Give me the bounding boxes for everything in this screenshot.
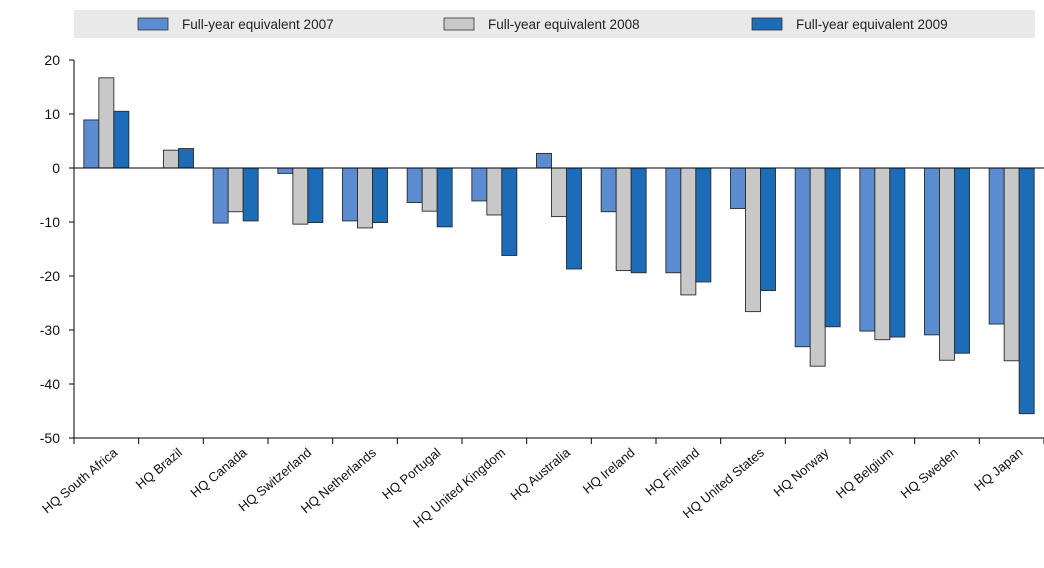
legend: Full-year equivalent 2007 Full-year equiv… <box>74 10 1035 38</box>
x-tick-label: HQ South Africa <box>39 444 121 516</box>
bar-2-hq-norway <box>809 167 826 367</box>
legend-label-1: Full-year equivalent 2007 <box>182 17 334 32</box>
bar-2-hq-netherlands <box>357 167 373 229</box>
legend-swatch-3 <box>751 17 783 31</box>
y-tick-label: -50 <box>40 430 60 446</box>
bar-2-hq-united-states <box>745 167 761 313</box>
bar-3-hq-australia <box>566 167 582 270</box>
bar-1-hq-norway <box>794 167 811 348</box>
bar-2-hq-switzerland <box>292 167 309 225</box>
y-tick-label: -10 <box>40 214 60 230</box>
bar-3-hq-portugal <box>436 167 453 228</box>
bar-2-hq-brazil <box>163 149 179 169</box>
bar-3-hq-finland <box>695 167 712 283</box>
legend-swatch-1 <box>137 17 169 31</box>
bar-1-hq-united-states <box>730 167 746 209</box>
x-tick-label: HQ Canada <box>187 444 250 500</box>
x-tick-label: HQ Belgium <box>833 445 896 502</box>
legend-background <box>74 10 1035 38</box>
bar-3-hq-canada <box>242 167 259 222</box>
bar-1-hq-australia <box>536 152 552 169</box>
bar-2-hq-australia <box>551 167 567 218</box>
bar-1-hq-japan <box>988 167 1005 325</box>
bar-1-hq-sweden <box>924 167 940 336</box>
bar-1-hq-ireland <box>600 167 617 213</box>
y-tick-label: -30 <box>40 322 60 338</box>
bar-1-hq-portugal <box>406 167 423 204</box>
bar-3-hq-united-states <box>760 167 776 292</box>
x-tick-label: HQ Portugal <box>379 445 444 503</box>
bar-3-hq-united-kingdom <box>501 167 518 256</box>
legend-swatch-2 <box>443 17 475 31</box>
y-tick-label: -40 <box>40 376 60 392</box>
bar-3-hq-south-africa <box>113 110 130 169</box>
x-tick-label: HQ Sweden <box>898 445 961 502</box>
bar-1-hq-canada <box>212 167 229 224</box>
bar-3-hq-belgium <box>889 167 906 338</box>
legend-label-2: Full-year equivalent 2008 <box>488 17 640 32</box>
x-tick-label: HQ Finland <box>642 445 702 499</box>
bar-3-hq-netherlands <box>372 167 388 223</box>
bar-2-hq-sweden <box>939 167 955 361</box>
bar-3-hq-norway <box>824 167 841 328</box>
y-tick-label: -20 <box>40 268 60 284</box>
bar-1-hq-netherlands <box>342 167 358 222</box>
bar-2-hq-united-kingdom <box>486 167 503 216</box>
bar-3-hq-brazil <box>178 148 194 169</box>
y-tick-label: 20 <box>44 52 60 68</box>
bar-3-hq-sweden <box>954 167 970 354</box>
bar-2-hq-belgium <box>874 167 891 341</box>
x-tick-label: HQ Ireland <box>580 445 638 497</box>
bar-2-hq-ireland <box>615 167 632 272</box>
bar-3-hq-switzerland <box>307 167 324 223</box>
bar-1-hq-south-africa <box>83 119 100 169</box>
legend-label-3: Full-year equivalent 2009 <box>796 17 948 32</box>
bar-3-hq-ireland <box>630 167 647 274</box>
bar-2-hq-finland <box>680 167 697 296</box>
bar-2-hq-portugal <box>421 167 438 212</box>
x-tick-label: HQ Brazil <box>133 445 185 492</box>
x-tick-label: HQ Norway <box>770 444 831 499</box>
x-tick-label: HQ Australia <box>507 444 573 503</box>
bar-2-hq-japan <box>1003 167 1020 362</box>
y-tick-label: 0 <box>52 160 60 176</box>
bar-2-hq-canada <box>227 167 244 213</box>
bar-3-hq-japan <box>1018 167 1035 415</box>
bar-2-hq-south-africa <box>98 77 115 169</box>
y-axis: 20 10 0 -10 -20 -30 -40 -50 <box>40 52 75 446</box>
bar-1-hq-belgium <box>859 167 876 332</box>
bar-1-hq-finland <box>665 167 682 274</box>
x-tick-label: HQ Japan <box>971 445 1025 494</box>
bars <box>83 77 1035 415</box>
bar-1-hq-united-kingdom <box>471 167 488 202</box>
y-tick-label: 10 <box>44 106 60 122</box>
bar-1-hq-switzerland <box>277 167 294 174</box>
